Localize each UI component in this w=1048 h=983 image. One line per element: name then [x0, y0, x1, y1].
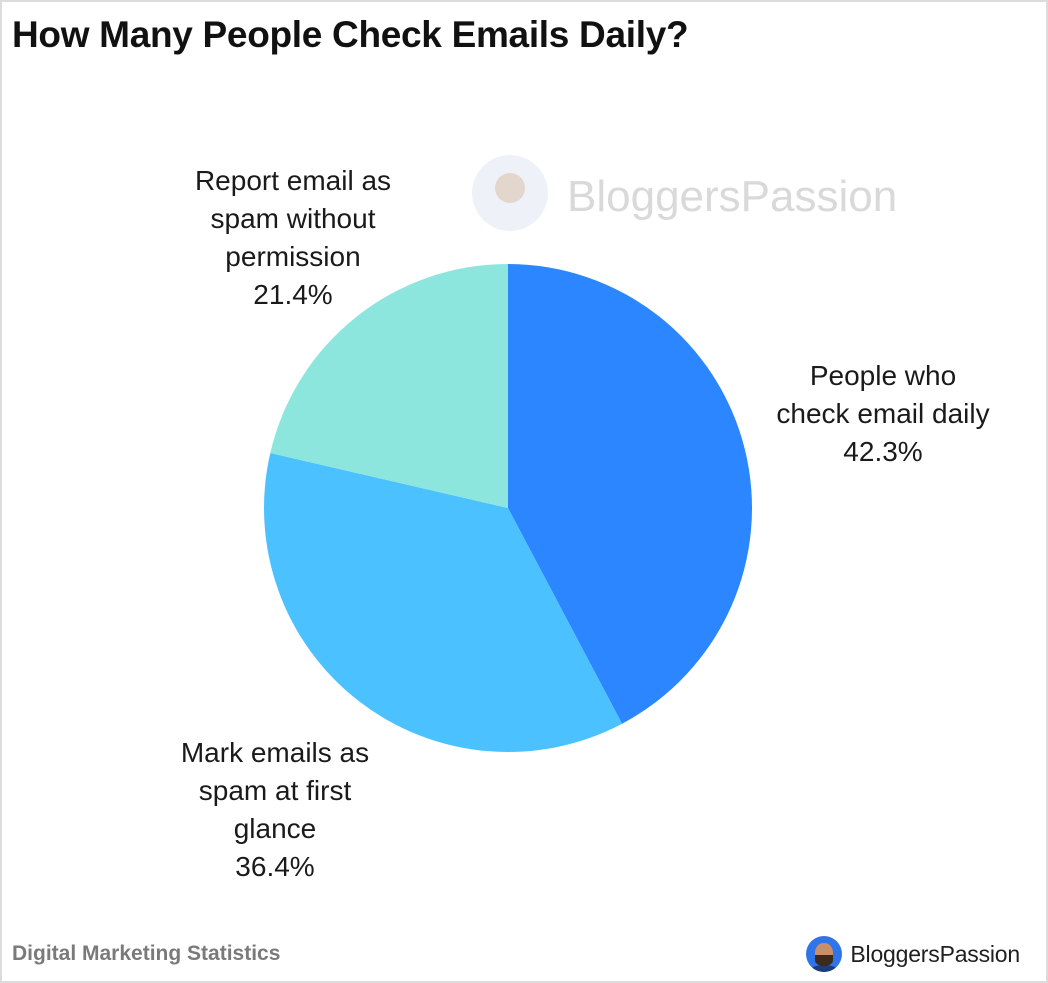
slice-label-3-line-2: spam without	[211, 203, 376, 234]
slice-label-3-line-3: permission	[225, 241, 360, 272]
footer-brand-block: BloggersPassion	[806, 936, 1020, 972]
slice-value-label-3: 21.4%	[253, 279, 332, 310]
slice-label-2-line-3: glance	[234, 813, 317, 844]
pie-slice-1	[508, 264, 752, 724]
slice-value-label-2: 36.4%	[235, 851, 314, 882]
pie-slice-3	[270, 264, 508, 508]
pie-slices	[263, 264, 752, 752]
slice-label-2-line-1: Mark emails as	[181, 737, 369, 768]
footer-category: Digital Marketing Statistics	[12, 942, 281, 965]
slice-label-3-line-1: Report email as	[195, 165, 391, 196]
watermark-text: BloggersPassion	[567, 172, 897, 221]
brand-avatar-icon	[806, 936, 843, 972]
pie-labels: People who check email daily 42.3% Mark ema…	[181, 165, 990, 882]
slice-value-label-1: 42.3%	[843, 436, 922, 467]
slice-label-1-line-1: People who	[810, 360, 956, 391]
pie-slice-2	[263, 452, 623, 752]
chart-title: How Many People Check Emails Daily?	[12, 14, 689, 55]
watermark: BloggersPassion	[472, 155, 897, 231]
slice-label-2-line-2: spam at first	[199, 775, 352, 806]
footer-brand: BloggersPassion	[850, 940, 1020, 967]
watermark-face-icon	[495, 173, 525, 203]
slice-label-1-line-2: check email daily	[776, 398, 989, 429]
